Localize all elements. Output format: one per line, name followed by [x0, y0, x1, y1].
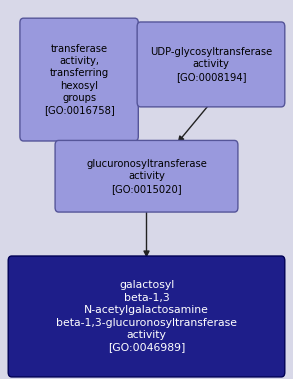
- FancyBboxPatch shape: [20, 18, 138, 141]
- Text: glucuronosyltransferase
activity
[GO:0015020]: glucuronosyltransferase activity [GO:001…: [86, 159, 207, 194]
- FancyBboxPatch shape: [8, 256, 285, 377]
- Text: galactosyl
beta-1,3
N-acetylgalactosamine
beta-1,3-glucuronosyltransferase
activ: galactosyl beta-1,3 N-acetylgalactosamin…: [56, 280, 237, 352]
- Text: UDP-glycosyltransferase
activity
[GO:0008194]: UDP-glycosyltransferase activity [GO:000…: [150, 47, 272, 82]
- FancyBboxPatch shape: [55, 141, 238, 212]
- Text: transferase
activity,
transferring
hexosyl
groups
[GO:0016758]: transferase activity, transferring hexos…: [44, 44, 115, 116]
- FancyBboxPatch shape: [137, 22, 285, 107]
